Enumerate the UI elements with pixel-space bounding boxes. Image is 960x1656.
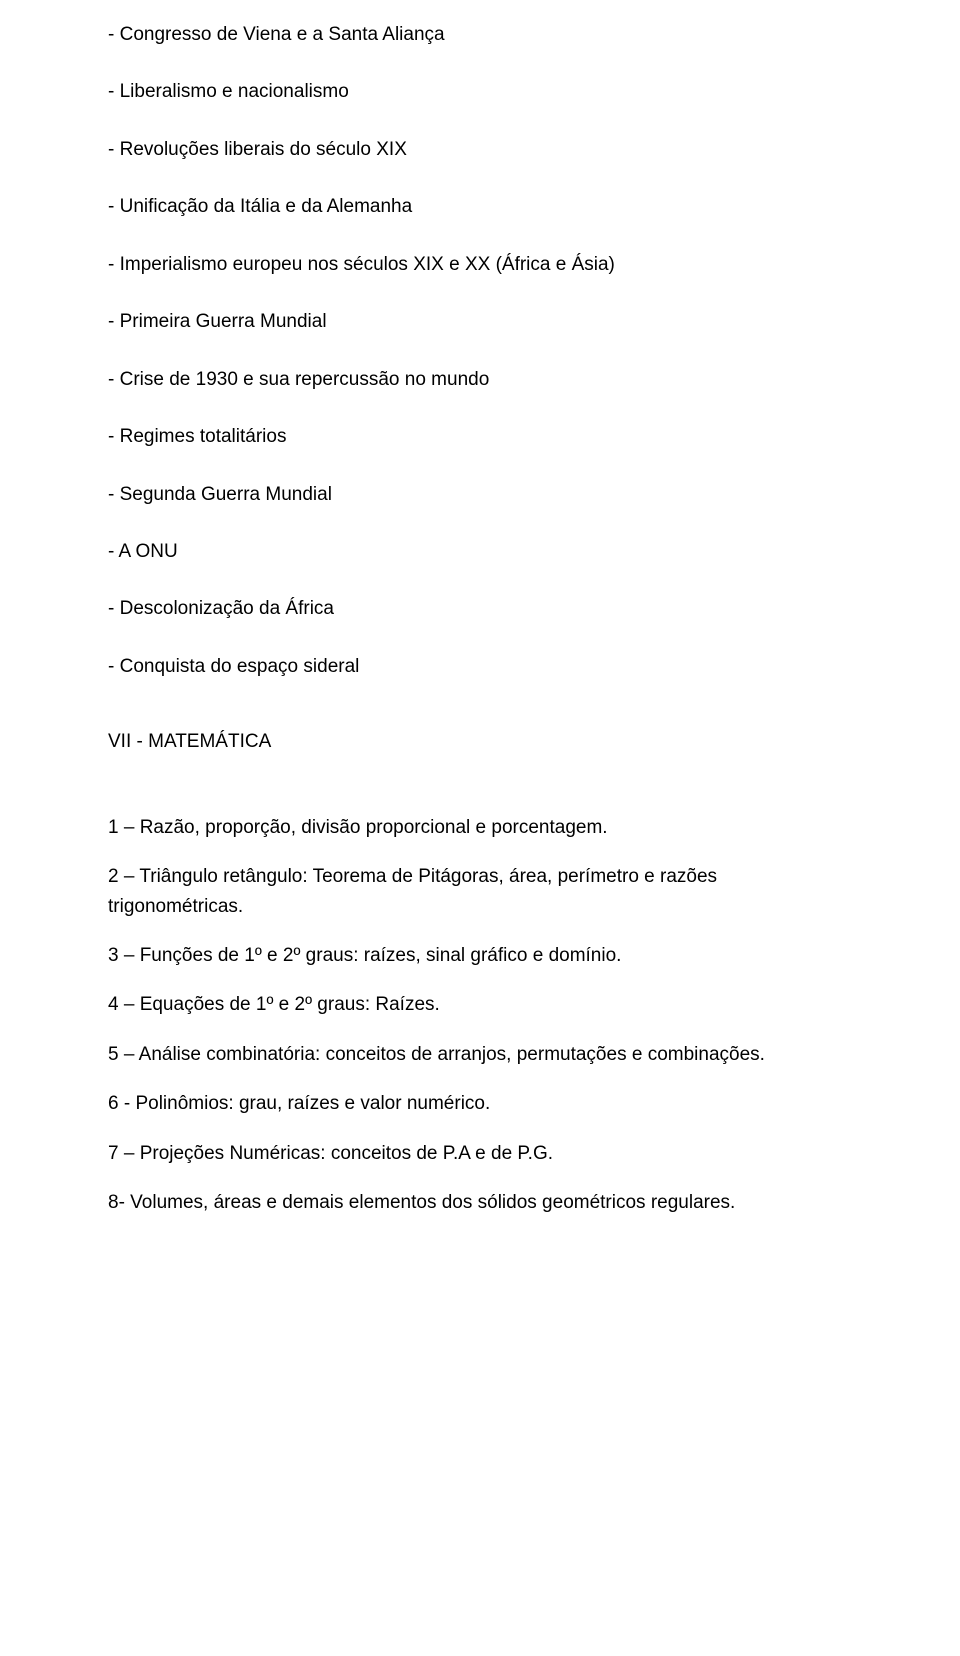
bullet-item: - Regimes totalitários (108, 422, 852, 451)
bullet-item: - Conquista do espaço sideral (108, 652, 852, 681)
numbered-item: 3 – Funções de 1º e 2º graus: raízes, si… (108, 941, 852, 970)
bullet-item: - Imperialismo europeu nos séculos XIX e… (108, 250, 852, 279)
numbered-item: 7 – Projeções Numéricas: conceitos de P.… (108, 1139, 852, 1168)
bullet-item: - Unificação da Itália e da Alemanha (108, 192, 852, 221)
numbered-item: 8- Volumes, áreas e demais elementos dos… (108, 1188, 852, 1217)
bullet-item: - Congresso de Viena e a Santa Aliança (108, 20, 852, 49)
numbered-item: 2 – Triângulo retângulo: Teorema de Pitá… (108, 862, 852, 921)
bullet-item: - Primeira Guerra Mundial (108, 307, 852, 336)
bullet-item: - Crise de 1930 e sua repercussão no mun… (108, 365, 852, 394)
bullet-item: - A ONU (108, 537, 852, 566)
bullet-item: - Segunda Guerra Mundial (108, 480, 852, 509)
numbered-item: 5 – Análise combinatória: conceitos de a… (108, 1040, 852, 1069)
numbered-item: 6 - Polinômios: grau, raízes e valor num… (108, 1089, 852, 1118)
bullet-item: - Liberalismo e nacionalismo (108, 77, 852, 106)
numbered-item: 4 – Equações de 1º e 2º graus: Raízes. (108, 990, 852, 1019)
bullet-item: - Descolonização da África (108, 594, 852, 623)
document-page: - Congresso de Viena e a Santa Aliança -… (0, 0, 960, 1656)
section-heading: VII - MATEMÁTICA (108, 727, 852, 756)
numbered-list: 1 – Razão, proporção, divisão proporcion… (108, 813, 852, 1218)
numbered-item: 1 – Razão, proporção, divisão proporcion… (108, 813, 852, 842)
bullet-item: - Revoluções liberais do século XIX (108, 135, 852, 164)
